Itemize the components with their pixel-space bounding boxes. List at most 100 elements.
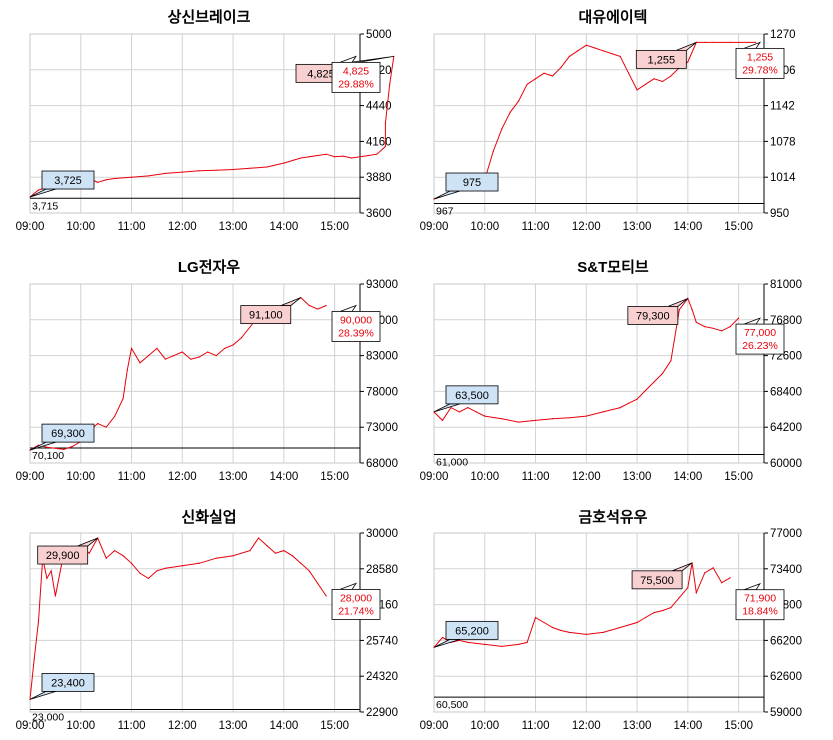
chart-panel: S&T모티브60000642006840072600768008100009:0…: [420, 259, 802, 483]
plot-frame: [433, 283, 765, 464]
base-price-label: 70,100: [32, 450, 64, 462]
start-price-label: 63,500: [455, 390, 489, 402]
x-tick-label: 14:00: [673, 221, 702, 233]
x-tick-label: 13:00: [219, 471, 248, 483]
price-point: [754, 41, 757, 43]
chart-title: 금호석유우: [578, 508, 647, 526]
y-tick-label: 68400: [770, 386, 802, 398]
price-point: [224, 347, 226, 350]
price-point: [568, 417, 570, 419]
start-callout-pointer: [433, 190, 461, 200]
price-point: [308, 304, 310, 307]
price-point: [484, 415, 486, 417]
price-point: [232, 344, 234, 346]
price-point: [611, 52, 613, 55]
high-callout-box: [631, 570, 683, 590]
price-point: [37, 620, 40, 622]
chart-panel: 금호석유우59000626006620069800734007700009:00…: [420, 508, 802, 732]
x-tick-label: 14:00: [269, 221, 298, 233]
last-change-percent: 26.23%: [742, 340, 778, 352]
price-point: [441, 636, 444, 639]
price-point: [636, 398, 638, 400]
x-tick-label: 12:00: [572, 221, 601, 233]
y-tick-label: 1270: [770, 29, 796, 41]
high-price-label: 29,900: [46, 550, 80, 562]
last-price-label: 4,825: [343, 65, 369, 77]
x-tick-label: 13:00: [623, 221, 652, 233]
price-point: [88, 552, 90, 554]
price-point: [350, 157, 353, 159]
x-tick-label: 09:00: [420, 221, 449, 233]
last-callout-pointer: [743, 41, 762, 49]
price-point: [384, 145, 386, 148]
price-point: [644, 83, 647, 85]
price-point: [585, 44, 587, 46]
high-price-label: 1,255: [648, 54, 676, 66]
price-point: [130, 176, 133, 178]
y-tick-label: 59000: [770, 707, 802, 719]
price-point: [628, 72, 630, 74]
x-tick-label: 11:00: [118, 221, 146, 233]
price-point: [467, 406, 469, 409]
last-callout-pointer: [339, 304, 358, 312]
price-point: [644, 389, 647, 392]
chart-panel: 상신브레이크36003880416044404720500009:0010:00…: [16, 9, 395, 233]
price-point: [198, 356, 200, 358]
last-price-label: 1,255: [747, 51, 773, 63]
price-point: [300, 562, 302, 564]
price-point: [704, 572, 706, 574]
price-point: [266, 166, 268, 168]
price-point: [249, 326, 251, 328]
last-callout-box: [735, 589, 785, 621]
price-point: [215, 355, 217, 357]
price-point: [97, 423, 99, 425]
price-point: [594, 47, 596, 49]
x-tick-label: 11:00: [522, 720, 550, 732]
price-point: [181, 171, 183, 173]
last-callout-pointer: [743, 582, 762, 591]
price-point: [568, 631, 570, 634]
price-point: [122, 397, 124, 400]
price-point: [283, 162, 285, 164]
x-tick-label: 10:00: [66, 720, 95, 732]
price-point: [198, 170, 200, 172]
last-callout-pointer: [339, 582, 358, 590]
price-point: [526, 83, 528, 85]
last-callout-box: [735, 323, 785, 355]
price-point: [240, 337, 243, 339]
high-price-label: 79,300: [636, 310, 670, 322]
price-point: [274, 552, 276, 554]
price-point: [526, 641, 528, 643]
y-tick-label: 22900: [366, 707, 398, 719]
last-change-percent: 21.74%: [338, 605, 374, 617]
price-point: [695, 321, 697, 323]
start-callout-box: [41, 423, 95, 443]
price-point: [501, 128, 503, 130]
price-point: [198, 562, 200, 564]
x-tick-label: 10:00: [470, 221, 499, 233]
x-tick-label: 15:00: [724, 471, 753, 483]
price-point: [308, 570, 310, 572]
price-point: [139, 362, 141, 364]
start-price-label: 65,200: [455, 625, 489, 637]
start-callout-box: [41, 672, 95, 692]
y-tick-label: 93000: [366, 279, 398, 291]
y-tick-label: 3880: [366, 172, 392, 184]
price-point: [46, 577, 48, 579]
x-tick-label: 10:00: [470, 471, 499, 483]
y-tick-label: 68000: [366, 458, 398, 470]
price-point: [687, 61, 689, 63]
x-tick-label: 15:00: [724, 720, 753, 732]
price-point: [325, 153, 327, 155]
price-point: [534, 419, 537, 421]
price-point: [33, 658, 35, 660]
x-tick-label: 09:00: [16, 720, 45, 732]
y-tick-label: 1142: [770, 101, 795, 113]
start-callout-pointer: [29, 690, 57, 700]
base-price-label: 23,000: [32, 711, 64, 723]
price-point: [518, 421, 520, 423]
price-point: [46, 446, 48, 448]
x-tick-label: 12:00: [168, 720, 197, 732]
